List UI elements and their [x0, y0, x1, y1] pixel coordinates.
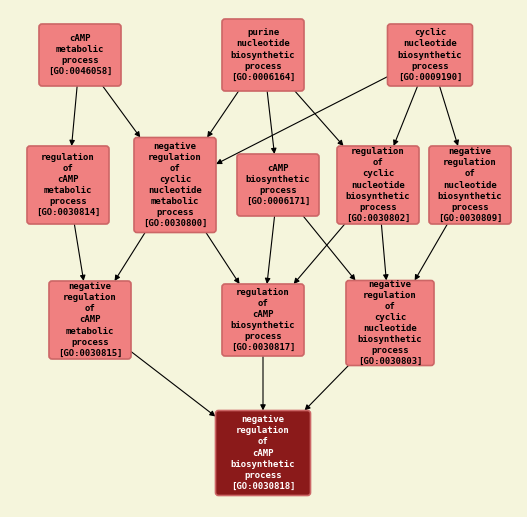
FancyBboxPatch shape — [39, 24, 121, 86]
Text: regulation
of
cAMP
metabolic
process
[GO:0030814]: regulation of cAMP metabolic process [GO… — [36, 153, 100, 217]
Text: cAMP
metabolic
process
[GO:0046058]: cAMP metabolic process [GO:0046058] — [48, 34, 112, 76]
Text: cAMP
biosynthetic
process
[GO:0006171]: cAMP biosynthetic process [GO:0006171] — [246, 164, 310, 206]
FancyBboxPatch shape — [429, 146, 511, 224]
FancyBboxPatch shape — [134, 138, 216, 233]
FancyBboxPatch shape — [337, 146, 419, 224]
FancyBboxPatch shape — [49, 281, 131, 359]
FancyBboxPatch shape — [346, 281, 434, 366]
Text: negative
regulation
of
nucleotide
biosynthetic
process
[GO:0030809]: negative regulation of nucleotide biosyn… — [438, 147, 502, 223]
Text: regulation
of
cAMP
biosynthetic
process
[GO:0030817]: regulation of cAMP biosynthetic process … — [231, 288, 295, 352]
FancyBboxPatch shape — [222, 284, 304, 356]
FancyBboxPatch shape — [27, 146, 109, 224]
Text: negative
regulation
of
cyclic
nucleotide
biosynthetic
process
[GO:0030803]: negative regulation of cyclic nucleotide… — [358, 280, 422, 367]
Text: cyclic
nucleotide
biosynthetic
process
[GO:0009190]: cyclic nucleotide biosynthetic process [… — [398, 28, 462, 82]
FancyBboxPatch shape — [387, 24, 473, 86]
FancyBboxPatch shape — [237, 154, 319, 216]
Text: negative
regulation
of
cAMP
metabolic
process
[GO:0030815]: negative regulation of cAMP metabolic pr… — [58, 282, 122, 358]
FancyBboxPatch shape — [216, 410, 310, 495]
FancyBboxPatch shape — [222, 19, 304, 91]
Text: purine
nucleotide
biosynthetic
process
[GO:0006164]: purine nucleotide biosynthetic process [… — [231, 28, 295, 82]
Text: negative
regulation
of
cyclic
nucleotide
metabolic
process
[GO:0030800]: negative regulation of cyclic nucleotide… — [143, 142, 207, 229]
Text: regulation
of
cyclic
nucleotide
biosynthetic
process
[GO:0030802]: regulation of cyclic nucleotide biosynth… — [346, 147, 410, 223]
Text: negative
regulation
of
cAMP
biosynthetic
process
[GO:0030818]: negative regulation of cAMP biosynthetic… — [231, 415, 295, 491]
